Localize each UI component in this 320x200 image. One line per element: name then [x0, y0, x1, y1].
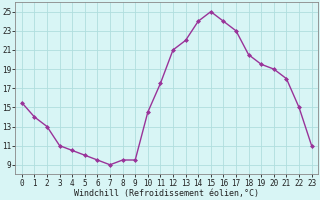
X-axis label: Windchill (Refroidissement éolien,°C): Windchill (Refroidissement éolien,°C): [74, 189, 259, 198]
